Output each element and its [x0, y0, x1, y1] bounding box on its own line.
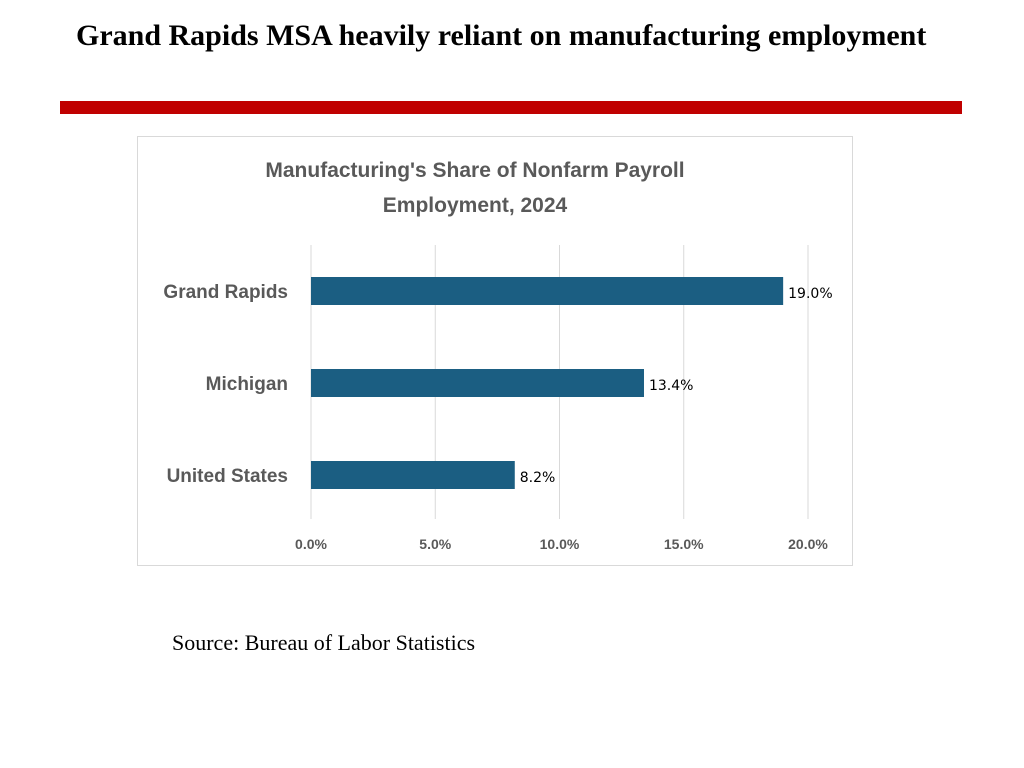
- x-tick-label: 5.0%: [419, 536, 451, 552]
- category-label: Michigan: [206, 374, 288, 395]
- x-tick-label: 0.0%: [295, 536, 327, 552]
- x-tick-label: 10.0%: [540, 536, 580, 552]
- title-rule: [60, 101, 962, 114]
- data-label: 13.4%: [649, 378, 693, 394]
- x-tick-label: 20.0%: [788, 536, 828, 552]
- bar: [311, 277, 784, 305]
- bars: [311, 277, 784, 489]
- x-tick-label: 15.0%: [664, 536, 704, 552]
- slide-title: Grand Rapids MSA heavily reliant on manu…: [76, 19, 927, 52]
- chart-title-line-2: Employment, 2024: [383, 194, 568, 217]
- source-note: Source: Bureau of Labor Statistics: [172, 630, 476, 655]
- chart-title-line-1: Manufacturing's Share of Nonfarm Payroll: [265, 159, 684, 182]
- category-label: United States: [167, 466, 288, 487]
- labels: 0.0% 5.0% 10.0% 15.0% 20.0% Grand Rapids 19.0%…: [163, 282, 832, 552]
- bar: [311, 461, 515, 489]
- bar: [311, 369, 644, 397]
- data-label: 8.2%: [520, 470, 556, 486]
- category-label: Grand Rapids: [163, 282, 288, 303]
- chart-frame: Manufacturing's Share of Nonfarm Payroll…: [137, 136, 853, 566]
- manufacturing-share-chart: Manufacturing's Share of Nonfarm Payroll…: [163, 159, 832, 552]
- data-label: 19.0%: [788, 286, 832, 302]
